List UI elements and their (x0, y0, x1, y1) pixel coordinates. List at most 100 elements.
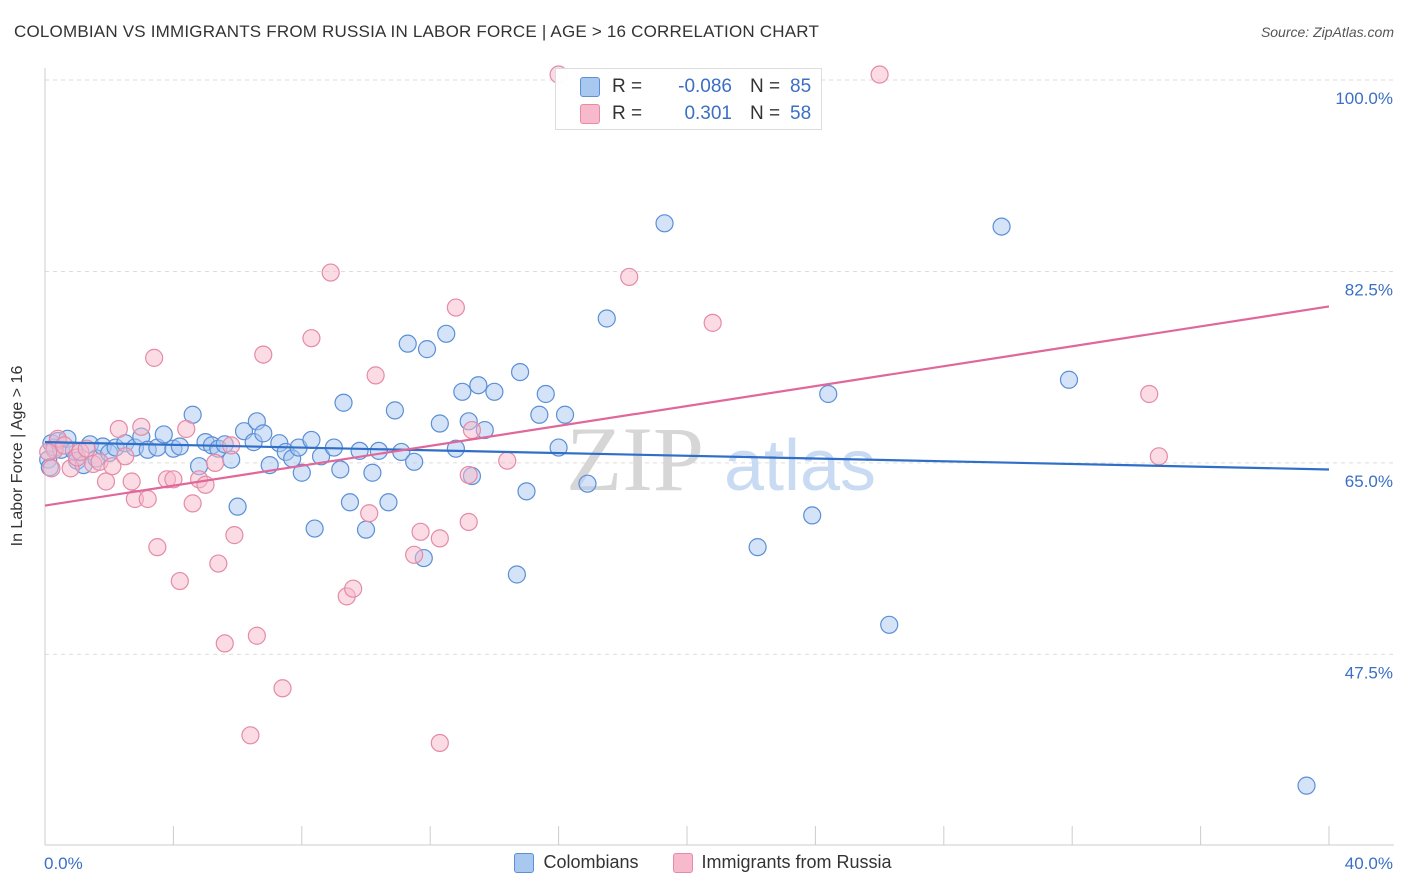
legend-n-value: 58 (790, 103, 812, 124)
russia-point[interactable] (170, 571, 189, 591)
russia-point[interactable] (405, 545, 424, 564)
russia-point[interactable] (620, 267, 639, 287)
russia-point[interactable] (109, 419, 128, 439)
russia-point[interactable] (103, 457, 122, 476)
colombians-point[interactable] (379, 493, 398, 512)
russia-point[interactable] (241, 726, 260, 745)
russia-point[interactable] (430, 529, 449, 548)
russia-point[interactable] (122, 472, 141, 491)
russia-point[interactable] (225, 526, 244, 545)
colombians-point[interactable] (356, 520, 376, 539)
colombians-point[interactable] (170, 437, 189, 456)
colombians-point[interactable] (536, 384, 555, 404)
russia-point[interactable] (446, 298, 465, 317)
russia-point[interactable] (164, 470, 183, 489)
colombians-point[interactable] (334, 393, 353, 412)
colombians-point[interactable] (748, 538, 767, 557)
russia-point[interactable] (39, 442, 58, 462)
colombians-point[interactable] (305, 519, 324, 538)
russia-point[interactable] (138, 489, 157, 509)
russia-point[interactable] (321, 263, 340, 282)
russia-point[interactable] (177, 419, 196, 439)
colombians-point[interactable] (340, 493, 360, 512)
colombians-point[interactable] (154, 425, 173, 444)
russia-point[interactable] (116, 447, 135, 466)
colombians-point[interactable] (1297, 776, 1316, 795)
colombians-point[interactable] (485, 382, 504, 401)
colombians-point[interactable] (363, 463, 382, 482)
russia-point[interactable] (344, 579, 363, 598)
russia-point[interactable] (206, 453, 225, 472)
russia-point[interactable] (703, 313, 722, 332)
russia-point[interactable] (96, 472, 116, 491)
colombians-point[interactable] (302, 430, 321, 450)
colombians-point[interactable] (331, 460, 350, 479)
russia-point[interactable] (459, 465, 478, 485)
y-tick-label: 100.0% (1335, 89, 1393, 108)
legend-item-russia[interactable]: Immigrants from Russia (672, 852, 892, 873)
russia-point[interactable] (77, 439, 96, 458)
colombians-point[interactable] (992, 217, 1011, 236)
colombians-point[interactable] (803, 506, 822, 525)
x-tick-label: 40.0% (1345, 854, 1393, 873)
russia-point[interactable] (215, 634, 234, 653)
legend-swatch-pink (580, 104, 600, 124)
colombians-point[interactable] (292, 463, 311, 482)
legend-label-colombians: Colombians (543, 852, 639, 872)
colombians-point[interactable] (517, 482, 536, 501)
russia-point[interactable] (411, 522, 430, 541)
russia-point[interactable] (145, 348, 164, 367)
colombians-point[interactable] (430, 414, 449, 433)
russia-point[interactable] (1149, 447, 1168, 466)
watermark-zip: ZIP (566, 408, 704, 510)
russia-point[interactable] (254, 345, 273, 364)
colombians-point[interactable] (453, 382, 472, 401)
colombians-point[interactable] (597, 309, 616, 328)
colombians-point[interactable] (398, 334, 417, 353)
russia-point[interactable] (247, 626, 266, 645)
legend-item-colombians[interactable]: Colombians (514, 852, 639, 873)
russia-point[interactable] (498, 451, 517, 470)
russia-point[interactable] (302, 329, 321, 348)
colombians-point[interactable] (578, 474, 597, 493)
russia-point[interactable] (366, 366, 385, 385)
colombians-point[interactable] (549, 438, 568, 457)
russia-point[interactable] (148, 538, 167, 557)
colombians-point[interactable] (880, 615, 899, 634)
russia-point[interactable] (462, 420, 482, 440)
grid-lines (45, 79, 1394, 655)
russia-point[interactable] (273, 679, 292, 698)
colombians-point[interactable] (469, 376, 488, 395)
colombians-point[interactable] (437, 324, 456, 343)
russia-point[interactable] (209, 554, 228, 573)
colombians-point[interactable] (819, 384, 838, 404)
colombians-point[interactable] (417, 340, 437, 359)
colombians-point[interactable] (530, 405, 549, 424)
russia-point[interactable] (870, 65, 889, 84)
russia-point[interactable] (1140, 384, 1159, 404)
colombians-point[interactable] (254, 424, 273, 443)
legend-row-russia: R = 0.301 N = 58 (580, 101, 811, 127)
colombians-point[interactable] (385, 401, 404, 420)
colombians-trend-line (44, 441, 1330, 471)
colombians-point[interactable] (655, 214, 674, 233)
russia-point[interactable] (42, 459, 61, 478)
legend-r-value: 0.301 (684, 103, 732, 124)
colombians-point[interactable] (507, 565, 526, 584)
colombians-point[interactable] (405, 452, 424, 471)
russia-point[interactable] (183, 494, 202, 513)
legend-label-russia: Immigrants from Russia (701, 852, 892, 872)
russia-point[interactable] (55, 436, 74, 455)
colombians-point[interactable] (555, 405, 575, 424)
x-tick-label: 0.0% (44, 854, 83, 873)
russia-point[interactable] (459, 512, 478, 532)
russia-point[interactable] (430, 733, 449, 753)
source-label: Source: ZipAtlas.com (1260, 24, 1394, 40)
colombians-point[interactable] (510, 362, 530, 382)
colombians-point[interactable] (369, 441, 388, 460)
colombians-point[interactable] (1059, 370, 1079, 389)
russia-point[interactable] (360, 504, 379, 523)
colombians-point[interactable] (228, 497, 247, 516)
russia-point[interactable] (132, 417, 151, 436)
colombians-point[interactable] (446, 439, 465, 458)
